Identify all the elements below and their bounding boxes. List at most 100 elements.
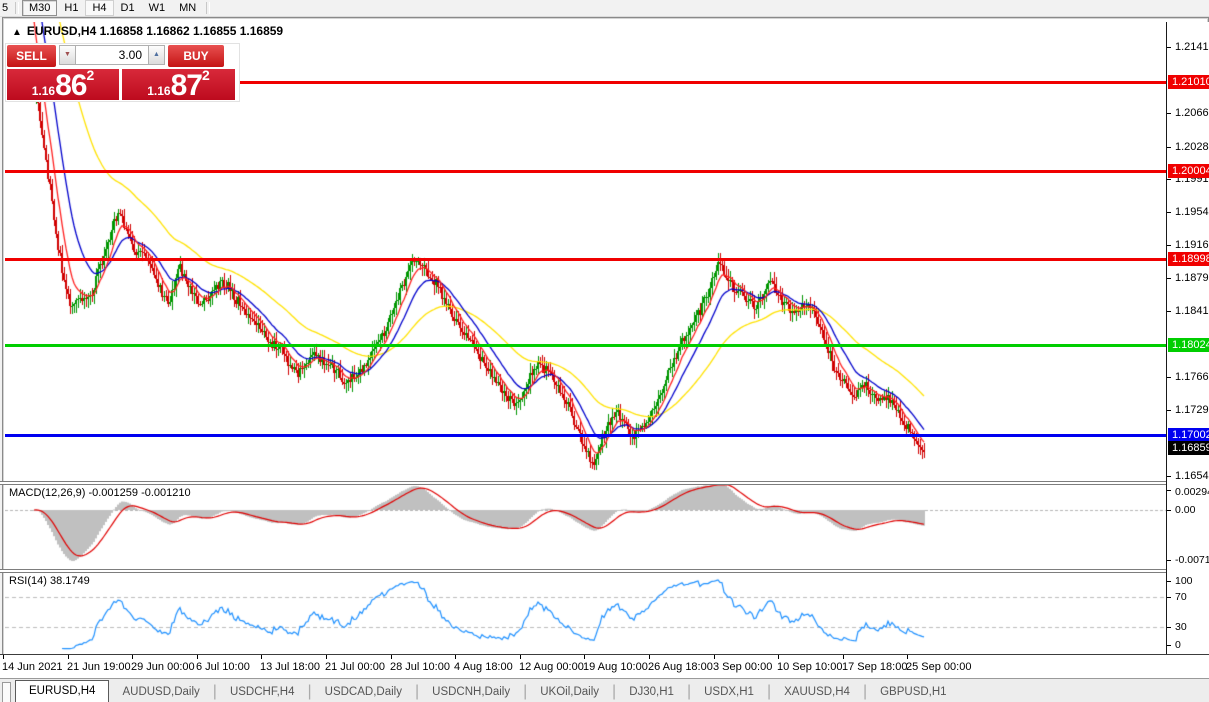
rsi-axis-label: 0	[1175, 639, 1181, 651]
price-tick-dash	[1167, 311, 1171, 312]
time-tick	[843, 655, 844, 659]
price-tick-label: 1.20660	[1175, 107, 1209, 119]
level-price-label: 1.17002	[1168, 428, 1209, 442]
timeframe-button-w1[interactable]: W1	[148, 2, 166, 14]
rsi-indicator-label: RSI(14) 38.1749	[9, 575, 90, 587]
time-label: 21 Jul 00:00	[325, 661, 385, 673]
time-tick	[261, 655, 262, 659]
price-tick-label: 1.16540	[1175, 470, 1209, 482]
one-click-trading-panel: SELL ▼ 3.00 ▲ BUY 1.16 86 2 1.16 87 2	[6, 44, 239, 101]
buy-button[interactable]: BUY	[168, 45, 224, 67]
chart-tab-ukoil[interactable]: UKOil,Daily	[540, 686, 600, 698]
rsi-axis-tick	[1167, 581, 1171, 582]
volume-decrease-button[interactable]: ▼	[59, 45, 76, 65]
chart-tab-bar: EURUSD,H4 AUDUSD,Daily | USDCHF,H4 | USDCAD,D…	[0, 678, 1209, 702]
chart-tab-dj30[interactable]: DJ30,H1	[629, 686, 674, 698]
timeframe-button-5[interactable]: 5	[2, 2, 9, 14]
time-tick	[197, 655, 198, 659]
chart-tab-eurusd[interactable]: EURUSD,H4	[15, 680, 110, 702]
chart-tab-usdcad[interactable]: USDCAD,Daily	[324, 686, 402, 698]
time-label: 12 Aug 00:00	[519, 661, 584, 673]
tab-divider: |	[307, 683, 312, 700]
rsi-indicator-canvas[interactable]	[5, 572, 1166, 653]
time-tick	[584, 655, 585, 659]
time-label: 14 Jun 2021	[2, 661, 63, 673]
level-line-1.17002[interactable]	[5, 434, 1166, 437]
rsi-axis-tick	[1167, 597, 1171, 598]
buy-price-big: 87	[170, 69, 203, 102]
time-label: 17 Sep 18:00	[842, 661, 908, 673]
time-label: 3 Sep 00:00	[713, 661, 773, 673]
time-tick	[520, 655, 521, 659]
tab-divider: |	[612, 683, 617, 700]
rsi-axis-label: 70	[1175, 591, 1187, 603]
chart-tab-gbpusd[interactable]: GBPUSD,H1	[880, 686, 947, 698]
rsi-axis-label: 30	[1175, 621, 1187, 633]
price-tick-label: 1.19540	[1175, 206, 1209, 218]
price-tick-label: 1.17290	[1175, 404, 1209, 416]
chart-tab-usdchf[interactable]: USDCHF,H4	[229, 686, 295, 698]
time-label: 28 Jul 10:00	[390, 661, 450, 673]
macd-indicator-label: MACD(12,26,9) -0.001259 -0.001210	[9, 487, 191, 499]
price-tick-dash	[1167, 377, 1171, 378]
timeframe-toolbar: 5 M30 H1 H4 D1 W1 MN	[0, 0, 1209, 17]
chart-tab-audusd[interactable]: AUDUSD,Daily	[122, 686, 200, 698]
buy-price-button[interactable]: 1.16 87 2	[122, 67, 235, 102]
price-tick-dash	[1167, 410, 1171, 411]
macd-indicator-canvas[interactable]	[5, 484, 1166, 569]
tab-strip-stub[interactable]	[2, 682, 11, 702]
volume-input[interactable]: 3.00	[76, 45, 148, 65]
sell-price-small: 1.16	[31, 84, 56, 98]
sell-price-button[interactable]: 1.16 86 2	[7, 67, 119, 101]
timeframe-button-mn[interactable]: MN	[179, 2, 197, 14]
volume-increase-button[interactable]: ▲	[148, 45, 165, 65]
macd-axis-label: 0.002947	[1175, 486, 1209, 498]
macd-panel-splitter[interactable]	[0, 481, 1209, 485]
time-tick	[68, 655, 69, 659]
up-arrow-icon: ▲	[153, 51, 160, 58]
timeframe-button-m30[interactable]: M30	[22, 0, 58, 16]
tab-divider: |	[523, 683, 528, 700]
buy-price-sup: 2	[201, 67, 210, 83]
time-tick	[455, 655, 456, 659]
level-price-label: 1.21010	[1168, 75, 1209, 89]
timeframe-button-d1[interactable]: D1	[120, 2, 135, 14]
down-arrow-icon: ▼	[64, 51, 71, 58]
sell-button[interactable]: SELL	[7, 45, 56, 67]
time-tick	[649, 655, 650, 659]
price-tick-dash	[1167, 278, 1171, 279]
price-tick-label: 1.18410	[1175, 305, 1209, 317]
timeframe-button-h4[interactable]: H4	[85, 0, 114, 16]
macd-axis-tick	[1167, 560, 1171, 561]
chart-tab-usdx[interactable]: USDX,H1	[704, 686, 754, 698]
tab-divider: |	[686, 683, 692, 700]
chart-tab-usdcnh[interactable]: USDCNH,Daily	[432, 686, 511, 698]
time-label: 6 Jul 10:00	[196, 661, 250, 673]
time-tick	[132, 655, 133, 659]
tab-divider: |	[212, 683, 217, 700]
timeframe-button-h1[interactable]: H1	[64, 2, 79, 14]
chart-tab-xauusd[interactable]: XAUUSD,H4	[784, 686, 850, 698]
price-axis[interactable]: 1.214101.206601.202801.199101.195401.191…	[1166, 22, 1209, 654]
level-line-1.21010[interactable]	[5, 81, 1166, 84]
chart-title: ▲ EURUSD,H4 1.16858 1.16862 1.16855 1.168…	[12, 24, 283, 38]
price-tick-label: 1.17660	[1175, 371, 1209, 383]
time-tick	[778, 655, 779, 659]
sell-price-sup: 2	[86, 67, 95, 83]
time-axis[interactable]: 14 Jun 2021 21 Jun 19:00 29 Jun 00:00 6 Jul…	[0, 654, 1209, 679]
macd-axis-label: 0.00	[1175, 504, 1196, 516]
toolbar-separator	[206, 2, 211, 14]
level-line-1.18024[interactable]	[5, 344, 1166, 347]
tab-divider: |	[766, 683, 772, 700]
level-price-label: 1.20004	[1168, 164, 1209, 178]
price-tick-dash	[1167, 147, 1171, 148]
level-price-label: 1.18024	[1168, 338, 1209, 352]
time-label: 25 Sep 00:00	[906, 661, 972, 673]
level-line-1.20004[interactable]	[5, 170, 1166, 173]
macd-axis-label: -0.007152	[1175, 554, 1209, 566]
level-line-1.18998[interactable]	[5, 258, 1166, 261]
rsi-panel-splitter[interactable]	[0, 569, 1209, 573]
time-label: 10 Sep 10:00	[777, 661, 843, 673]
price-tick-dash	[1167, 212, 1171, 213]
